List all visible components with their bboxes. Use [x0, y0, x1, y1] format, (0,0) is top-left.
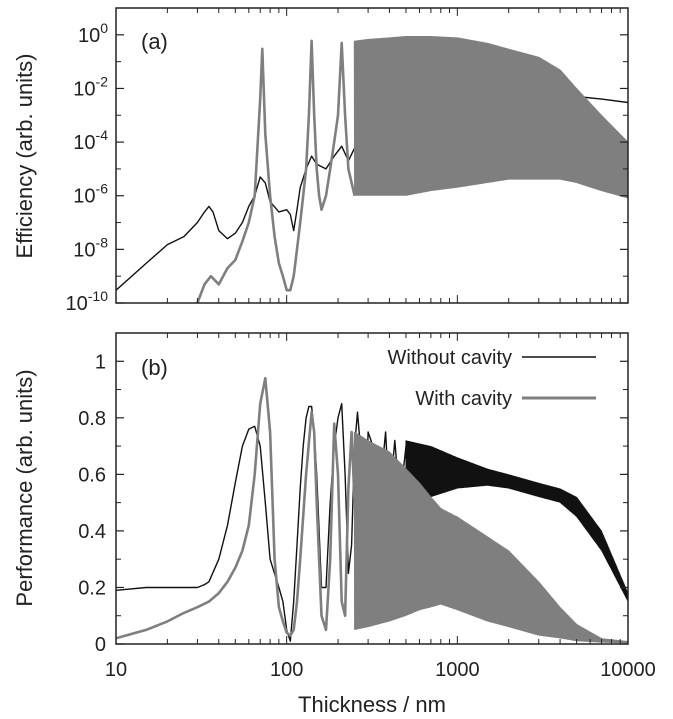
panel-b-frame	[115, 332, 629, 645]
panel-b-performance: 0 0.2 0.4 0.6 0.8 1 10 100 1000 10000 (b) Perfor…	[12, 332, 656, 717]
panel-b-label: (b)	[141, 355, 168, 380]
y-tick-label: 0.8	[78, 408, 106, 430]
series-oscillation-with-panel-b	[353, 431, 628, 644]
panel-a-y-ticks: 100 10-2 10-4 10-6 10-8 10-10	[66, 7, 628, 315]
x-tick-label: 10	[105, 659, 127, 681]
legend-label-with-cavity: With cavity	[415, 388, 512, 410]
panel-b-y-ticks: 0 0.2 0.4 0.6 0.8 1	[78, 332, 628, 656]
y-tick-label: 0	[95, 634, 106, 656]
x-tick-label: 1000	[435, 659, 480, 681]
legend-label-without-cavity: Without cavity	[388, 347, 512, 369]
panel-a-label: (a)	[141, 29, 168, 54]
panel-b-y-axis-label: Performance (arb. units)	[12, 369, 37, 606]
y-tick-label: 0.4	[78, 521, 106, 543]
y-tick-label: 10-10	[66, 288, 109, 315]
panel-b-x-ticks: 10 100 1000 10000	[105, 333, 656, 681]
y-tick-label: 0.2	[78, 577, 106, 599]
panel-a-frame	[115, 7, 629, 304]
y-tick-label: 10-4	[73, 127, 108, 154]
x-tick-label: 100	[270, 659, 303, 681]
y-tick-label: 10-8	[73, 234, 108, 261]
panel-a-x-ticks	[115, 8, 621, 303]
series-line-with-panel-a	[196, 39, 356, 303]
series-oscillation-without-panel-b	[405, 440, 628, 602]
series-oscillation-with-panel-a	[353, 35, 628, 199]
y-tick-label: 10-2	[73, 73, 108, 100]
x-tick-label: 10000	[600, 659, 656, 681]
panel-a-y-axis-label: Efficiency (arb. units)	[12, 53, 37, 258]
y-tick-label: 100	[78, 20, 108, 47]
panel-a-efficiency: 100 10-2 10-4 10-6 10-8 10-10 (a) Efficiency …	[12, 7, 629, 315]
series-line-with-panel-b	[116, 376, 356, 640]
x-axis-label: Thickness / nm	[298, 692, 446, 717]
y-tick-label: 10-6	[73, 181, 108, 208]
y-tick-label: 0.6	[78, 464, 106, 486]
legend: Without cavity With cavity	[388, 347, 596, 410]
y-tick-label: 1	[95, 351, 106, 373]
panel-b-series-group	[116, 376, 628, 644]
panel-a-series-group	[116, 35, 628, 303]
